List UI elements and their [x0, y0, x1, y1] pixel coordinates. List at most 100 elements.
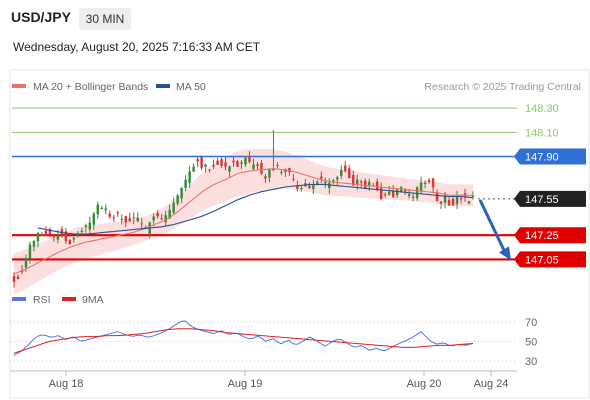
timeframe-button[interactable]: 30 MIN — [79, 8, 131, 30]
candle-body — [256, 164, 259, 167]
candle-body — [52, 236, 56, 238]
candle-body — [160, 218, 163, 220]
candle-body — [188, 171, 191, 184]
candle-body — [395, 189, 399, 196]
candle-body — [196, 159, 199, 162]
candle-body — [280, 172, 283, 174]
candle-body — [423, 182, 427, 185]
candle-body — [296, 185, 299, 190]
candle-body — [32, 240, 36, 247]
candle-body — [208, 169, 211, 171]
rsi-tick-70: 70 — [525, 317, 537, 329]
candle-body — [92, 213, 96, 225]
candle-body — [40, 234, 44, 236]
candle-body — [112, 217, 116, 219]
candle-body — [439, 201, 443, 204]
candle-body — [132, 217, 135, 219]
candle-body — [391, 190, 395, 197]
candle-body — [248, 156, 251, 162]
candle-body — [232, 160, 235, 163]
candle-body — [336, 177, 339, 180]
candle-body — [180, 187, 183, 199]
candle-body — [204, 164, 207, 167]
x-label-1: Aug 19 — [228, 378, 263, 390]
candle-body — [168, 209, 171, 219]
candle-body — [403, 188, 407, 192]
level-label-1: 148.10 — [525, 127, 559, 139]
rsi-tick-50: 50 — [525, 336, 537, 348]
candle-body — [220, 159, 223, 166]
candle-body — [172, 202, 175, 213]
timestamp: Wednesday, August 20, 2025 7:16:33 AM CE… — [13, 40, 261, 54]
rsi-line — [13, 320, 474, 356]
candle-body — [411, 196, 415, 199]
level-label-box-2 — [514, 148, 586, 165]
candle-body — [156, 213, 159, 217]
candle-body — [379, 187, 383, 199]
candle-body — [24, 257, 28, 268]
level-label-box-3 — [514, 190, 586, 207]
candle-body — [88, 222, 92, 230]
candle-body — [320, 176, 323, 179]
rsi-legend-swatch — [12, 297, 26, 301]
level-label-3: 147.55 — [525, 194, 559, 206]
candle-body — [120, 218, 124, 220]
rsi-tick-30: 30 — [525, 356, 537, 368]
level-label-5: 147.05 — [525, 254, 559, 266]
candle-body — [164, 215, 167, 223]
candle-body — [252, 164, 255, 170]
chart-frame — [9, 69, 590, 399]
candle-body — [176, 195, 179, 204]
candle-body — [192, 166, 195, 172]
candle-body — [471, 195, 475, 197]
candle-body — [136, 217, 139, 222]
candle-body — [375, 181, 379, 190]
candle-body — [308, 185, 311, 188]
candle-body — [56, 235, 60, 240]
level-label-box-4 — [514, 227, 586, 244]
candle-body — [68, 240, 72, 245]
source-label: Research © 2025 Trading Central — [424, 81, 581, 93]
candle-body — [140, 223, 143, 225]
x-label-2: Aug 20 — [407, 378, 442, 390]
candle-body — [455, 196, 459, 205]
level-label-box-5 — [514, 251, 586, 268]
candle-body — [419, 182, 423, 192]
bollinger-band — [14, 148, 473, 295]
candle-body — [324, 181, 327, 184]
candle-body — [383, 194, 387, 196]
candle-body — [264, 176, 267, 179]
ma50-line — [37, 183, 474, 235]
candle-body — [443, 195, 447, 203]
candle-body — [467, 201, 471, 204]
candle-body — [360, 181, 363, 183]
forecast-arrow-head — [499, 246, 511, 261]
rsi-ma-line — [13, 328, 474, 354]
candle-body — [216, 160, 219, 165]
candle-body — [268, 169, 271, 178]
ma20-legend-swatch — [12, 84, 26, 88]
candle-body — [12, 275, 16, 282]
candle-body — [260, 162, 263, 174]
candle-body — [352, 174, 355, 186]
forecast-arrow — [478, 199, 507, 254]
candle-body — [96, 204, 100, 215]
candle-body — [72, 237, 76, 240]
candle-body — [427, 180, 431, 182]
currency-pair-title: USD/JPY — [11, 9, 71, 25]
candle-body — [16, 276, 20, 280]
candle-body — [184, 179, 187, 188]
candle-body — [300, 188, 303, 190]
x-label-0: Aug 18 — [49, 378, 84, 390]
candle-body — [48, 228, 52, 235]
candle-body — [344, 165, 347, 172]
candle-body — [435, 192, 439, 202]
candle-body — [459, 198, 463, 200]
candle-body — [348, 168, 351, 179]
candle-body — [64, 231, 68, 242]
candle-body — [363, 180, 367, 189]
candle-body — [312, 185, 315, 189]
level-label-4: 147.25 — [525, 230, 559, 242]
level-label-0: 148.30 — [525, 103, 559, 115]
candle-body — [224, 162, 227, 167]
